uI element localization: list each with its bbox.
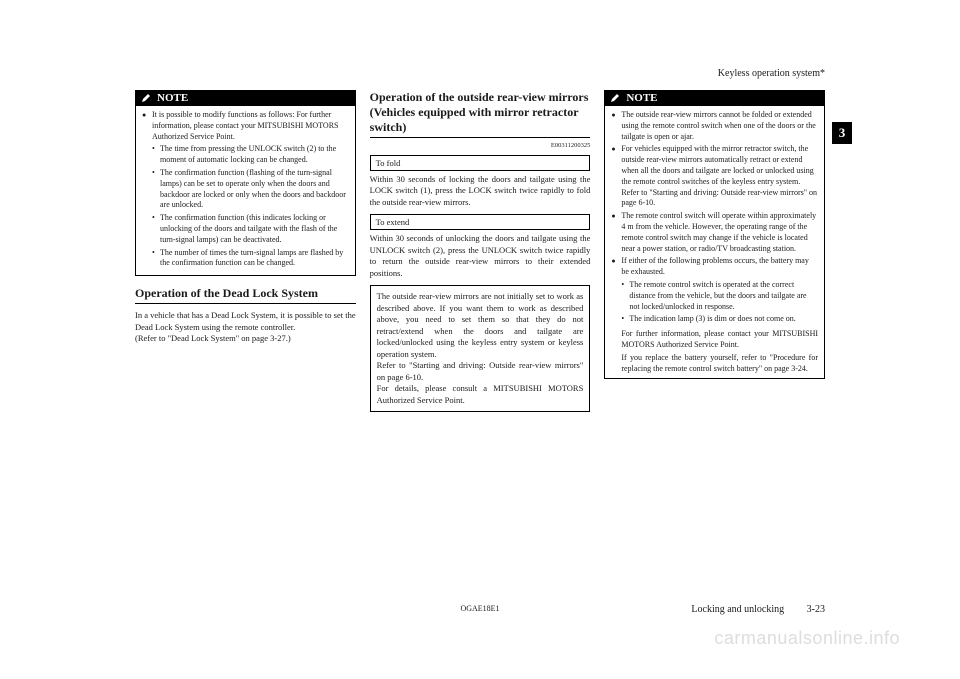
chapter-tab: 3: [832, 122, 852, 144]
section-code: E00311200325: [370, 142, 591, 149]
note-subitem: The indication lamp (3) is dim or does n…: [621, 314, 818, 325]
column-1: NOTE It is possible to modify functions …: [135, 90, 356, 580]
note-tail-2: If you replace the battery yourself, ref…: [611, 353, 818, 375]
subheading-fold: To fold: [370, 155, 591, 171]
body-text-ref: (Refer to "Dead Lock System" on page 3-2…: [135, 333, 356, 344]
page-topic: Keyless operation system*: [718, 68, 825, 79]
note-header-1: NOTE: [135, 90, 356, 106]
body-text: In a vehicle that has a Dead Lock System…: [135, 310, 356, 333]
footer-section-label: Locking and unlocking: [691, 604, 784, 615]
info-text-3: For details, please consult a MITSUBISHI…: [377, 383, 584, 406]
page-footer: OGAE18E1 Locking and unlocking 3-23: [135, 604, 825, 615]
note-tail-1: For further information, please contact …: [611, 329, 818, 351]
info-box: The outside rear-view mirrors are not in…: [370, 285, 591, 412]
column-3: NOTE The outside rear-view mirrors canno…: [604, 90, 825, 580]
footer-doc-id: OGAE18E1: [460, 604, 499, 613]
note-item: It is possible to modify functions as fo…: [142, 110, 349, 142]
note-item: The outside rear-view mirrors cannot be …: [611, 110, 818, 142]
subheading-extend: To extend: [370, 214, 591, 230]
note-subitem: The number of times the turn-signal lamp…: [152, 248, 349, 270]
watermark: carmanualsonline.info: [714, 628, 900, 649]
note-item: For vehicles equipped with the mirror re…: [611, 144, 818, 209]
note-label: NOTE: [157, 92, 188, 104]
note-item: The remote control switch will operate w…: [611, 211, 818, 254]
note-box-2: The outside rear-view mirrors cannot be …: [604, 106, 825, 379]
note-subitem: The confirmation function (this indicate…: [152, 213, 349, 245]
column-2: Operation of the outside rear-view mirro…: [370, 90, 591, 580]
section-title-mirrors: Operation of the outside rear-view mirro…: [370, 90, 591, 138]
footer-page-number: 3-23: [807, 604, 825, 615]
note-subitem: The remote control switch is operated at…: [621, 280, 818, 312]
note-subitem: The time from pressing the UNLOCK switch…: [152, 144, 349, 166]
note-header-2: NOTE: [604, 90, 825, 106]
page-content: NOTE It is possible to modify functions …: [135, 90, 825, 580]
pencil-icon: [610, 93, 620, 103]
fold-text: Within 30 seconds of locking the doors a…: [370, 174, 591, 208]
column-layout: NOTE It is possible to modify functions …: [135, 90, 825, 580]
footer-right: Locking and unlocking 3-23: [691, 604, 825, 615]
extend-text: Within 30 seconds of unlocking the doors…: [370, 233, 591, 279]
note-subitem: The confirmation function (flashing of t…: [152, 168, 349, 211]
note-item: If either of the following problems occu…: [611, 256, 818, 278]
pencil-icon: [141, 93, 151, 103]
info-text-2: Refer to "Starting and driving: Outside …: [377, 360, 584, 383]
note-box-1: It is possible to modify functions as fo…: [135, 106, 356, 276]
note-label: NOTE: [626, 92, 657, 104]
info-text-1: The outside rear-view mirrors are not in…: [377, 291, 584, 360]
section-title-deadlock: Operation of the Dead Lock System: [135, 286, 356, 304]
